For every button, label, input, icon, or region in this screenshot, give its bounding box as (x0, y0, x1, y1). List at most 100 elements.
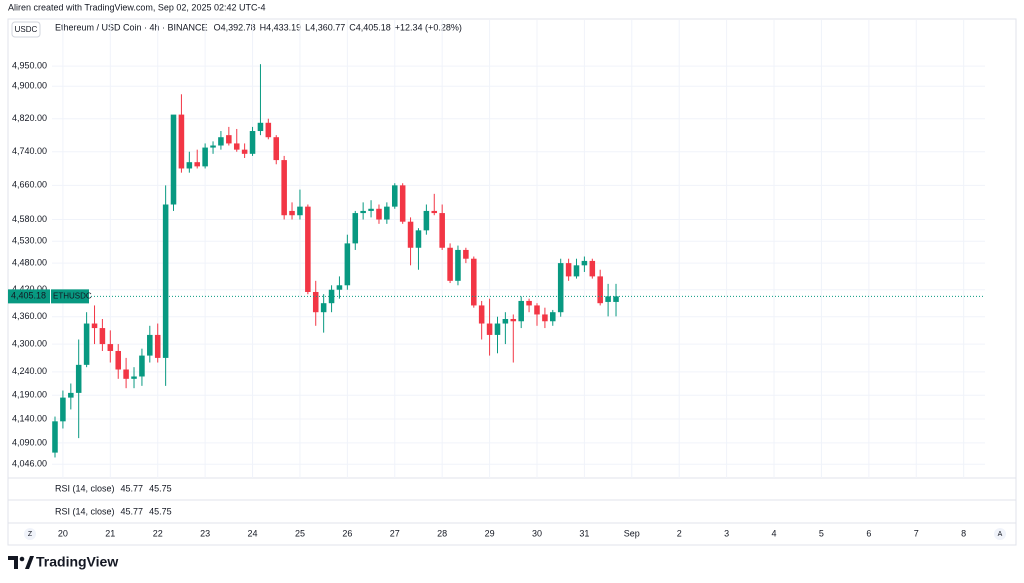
x-tick-label: 21 (105, 528, 115, 538)
chart-frame (7, 18, 1017, 546)
x-tick-label: 8 (961, 528, 966, 538)
candle-body (391, 185, 398, 207)
y-tick-label: 4,530.00 (12, 236, 47, 246)
candle-body (226, 135, 232, 144)
x-tick-label: 26 (342, 528, 352, 538)
symbol-tag (51, 289, 89, 304)
candle-body (518, 300, 524, 322)
credit: Aliren created with TradingView.com, Sep… (8, 2, 265, 12)
candle-body (312, 291, 319, 313)
candle-body (431, 210, 438, 214)
candle-body (60, 397, 66, 422)
candle-body (52, 421, 58, 453)
last-price-tag (8, 289, 50, 304)
candle-body (573, 265, 580, 277)
candle-body (249, 131, 256, 154)
candle-body (581, 260, 588, 266)
legend-key: H (260, 22, 267, 32)
y-tick-label: 4,820.00 (12, 113, 47, 123)
candle-body (384, 206, 390, 220)
y-tick-label: 4,300.00 (12, 338, 47, 348)
scale-button-label: A (998, 531, 1003, 538)
candle-body (486, 323, 493, 335)
candle-body (557, 263, 564, 313)
y-tick-label: 4,240.00 (12, 366, 47, 376)
legend-value: 4,392.78 (221, 22, 256, 32)
candle-body (241, 149, 248, 154)
candle-body (257, 122, 264, 132)
legend-value: 4,360.77 (310, 22, 345, 32)
candle-body (502, 318, 509, 324)
candle-body (320, 303, 327, 313)
x-tick-label: 23 (200, 528, 210, 538)
candle-body (170, 114, 177, 205)
indicator-name: RSI (14, close) (55, 483, 115, 493)
candle-body (613, 296, 619, 302)
candle-body (352, 213, 359, 244)
candle-body (550, 312, 556, 322)
candle-body (107, 344, 114, 351)
x-tick-label: 5 (819, 528, 824, 538)
x-tick-label: 2 (677, 528, 682, 538)
candle-body (478, 305, 485, 324)
candle-body (439, 213, 445, 248)
chart-title: Ethereum / USD Coin · 4h · BINANCE (55, 22, 208, 32)
candle-body (194, 162, 200, 167)
x-tick-label: 6 (866, 528, 871, 538)
candle-body (589, 260, 596, 277)
candle-body (139, 355, 145, 377)
y-tick-label: 4,420.00 (12, 284, 47, 294)
legend-key: C (349, 22, 356, 32)
candle-body (154, 334, 161, 358)
currency-button[interactable] (11, 21, 41, 38)
scale-button[interactable] (994, 528, 1006, 540)
y-tick-label: 4,140.00 (12, 413, 47, 423)
x-tick-label: Sep (624, 528, 640, 538)
symbol-label: ETHUSDC (53, 291, 92, 300)
x-tick-label: 22 (153, 528, 163, 538)
indicator-value: 45.77 (121, 506, 144, 516)
indicator-name: RSI (14, close) (55, 506, 115, 516)
candle-body (344, 243, 351, 286)
candle-body (99, 328, 106, 345)
y-tick-label: 4,046.00 (12, 459, 47, 469)
x-tick-label: 31 (579, 528, 589, 538)
candle-body (265, 122, 272, 138)
indicator-value: 45.75 (149, 506, 172, 516)
brand-logo (8, 556, 34, 569)
candle-body (186, 162, 193, 169)
y-tick-label: 4,090.00 (12, 437, 47, 447)
y-tick-label: 4,900.00 (12, 81, 47, 91)
candle-body (415, 230, 422, 248)
candle-body (447, 247, 453, 281)
legend: Ethereum / USD Coin · 4h · BINANCE (55, 22, 208, 32)
scale-button-label: Z (28, 531, 33, 538)
candle-body (455, 249, 461, 281)
scale-button[interactable] (24, 528, 36, 540)
candle-body (281, 160, 287, 216)
candle-body (162, 204, 169, 358)
y-tick-label: 4,580.00 (12, 214, 47, 224)
candle-body (510, 318, 517, 322)
candle-body (83, 323, 90, 365)
x-tick-label: 25 (295, 528, 305, 538)
x-tick-label: 28 (437, 528, 447, 538)
brand-name: TradingView (36, 554, 118, 570)
y-tick-label: 4,660.00 (12, 180, 47, 190)
candle-body (123, 369, 129, 379)
candle-body (605, 296, 611, 302)
legend-value: 4,433.19 (266, 22, 301, 32)
candle-body (210, 145, 216, 148)
candle-body (368, 208, 374, 211)
x-tick-label: 30 (532, 528, 542, 538)
candle-body (305, 206, 311, 292)
candle-body (399, 185, 406, 222)
candle-body (463, 249, 469, 259)
x-tick-label: 27 (390, 528, 400, 538)
candle-body (91, 323, 98, 329)
candle-body (407, 221, 414, 248)
candle-body (471, 258, 477, 306)
candle-body (423, 210, 430, 231)
